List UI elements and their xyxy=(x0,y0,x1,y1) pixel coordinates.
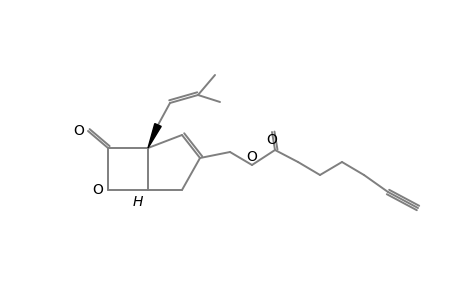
Polygon shape xyxy=(148,124,161,148)
Text: O: O xyxy=(73,124,84,138)
Text: O: O xyxy=(246,150,257,164)
Text: O: O xyxy=(266,133,277,147)
Text: H: H xyxy=(133,195,143,209)
Text: O: O xyxy=(92,183,103,197)
